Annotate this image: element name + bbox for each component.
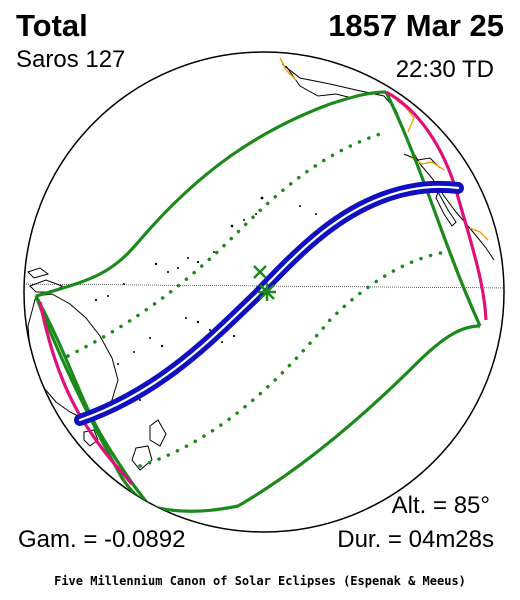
eclipse-date-title: 1857 Mar 25 (328, 8, 504, 43)
saros-series-label: Saros 127 (16, 46, 126, 73)
gamma-value-label: Gam. = -0.0892 (18, 526, 186, 553)
asterisk-icon (258, 283, 276, 301)
eclipse-time-label: 22:30 TD (395, 56, 494, 83)
umbral-path (74, 180, 464, 426)
altitude-value-label: Alt. = 85° (391, 492, 490, 519)
x-mark-icon (253, 265, 267, 279)
source-credit: Five Millennium Canon of Solar Eclipses … (54, 574, 466, 588)
duration-value-label: Dur. = 04m28s (337, 526, 494, 553)
eclipse-type-title: Total (16, 8, 88, 43)
